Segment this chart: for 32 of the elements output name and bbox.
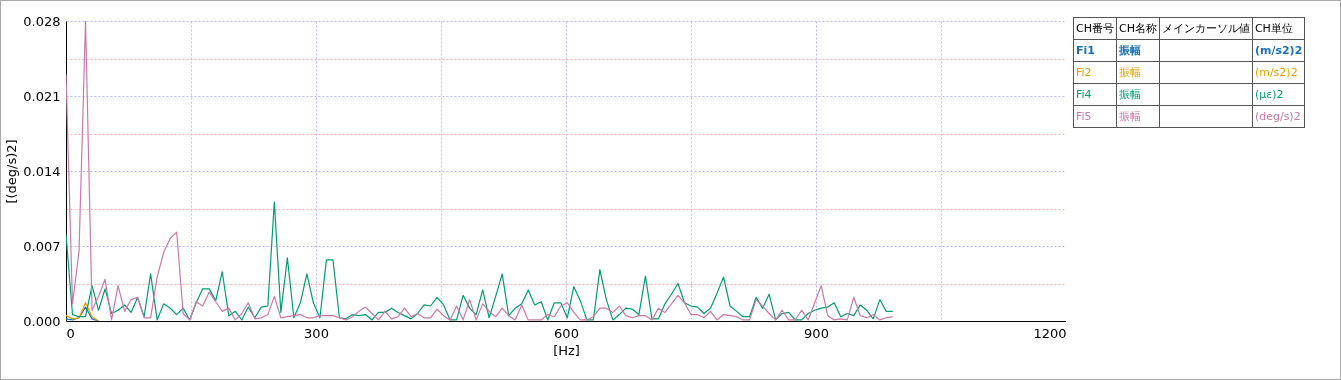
text: メインカーソル値 — [1159, 17, 1253, 40]
text: (m/s2)2 — [1252, 61, 1305, 84]
y-tick-label: 0.014 — [23, 163, 61, 179]
text: (με)2 — [1252, 83, 1305, 106]
x-axis-title: [Hz] — [553, 342, 580, 358]
text: CH名称 — [1116, 17, 1160, 40]
x-tick-label: 900 — [804, 325, 829, 341]
text: CH単位 — [1252, 17, 1305, 40]
text: Fi4 — [1073, 83, 1117, 106]
y-tick-label: 0.000 — [23, 313, 61, 329]
text: CH番号 — [1073, 17, 1117, 40]
line-series — [66, 302, 100, 321]
text: (deg/s)2 — [1252, 105, 1305, 128]
text: Fi1 — [1073, 39, 1117, 62]
y-axis-title: [(deg/s)2] — [4, 139, 20, 204]
line-series — [66, 21, 894, 321]
line-series — [66, 306, 100, 321]
text: Fi5 — [1073, 105, 1117, 128]
x-tick-label: 0 — [66, 325, 75, 341]
y-tick-label: 0.028 — [23, 13, 61, 29]
y-tick-label: 0.007 — [23, 238, 61, 254]
text: (m/s2)2 — [1252, 39, 1305, 62]
x-tick-label: 300 — [304, 325, 329, 341]
text: Fi2 — [1073, 61, 1117, 84]
x-tick-label: 1200 — [1033, 325, 1067, 341]
x-tick-label: 600 — [554, 325, 579, 341]
text: 振幅 — [1116, 105, 1160, 128]
text: 振幅 — [1116, 61, 1160, 84]
y-tick-label: 0.021 — [23, 88, 61, 104]
text: 振幅 — [1116, 39, 1160, 62]
line-series — [66, 201, 894, 321]
text: 振幅 — [1116, 83, 1160, 106]
